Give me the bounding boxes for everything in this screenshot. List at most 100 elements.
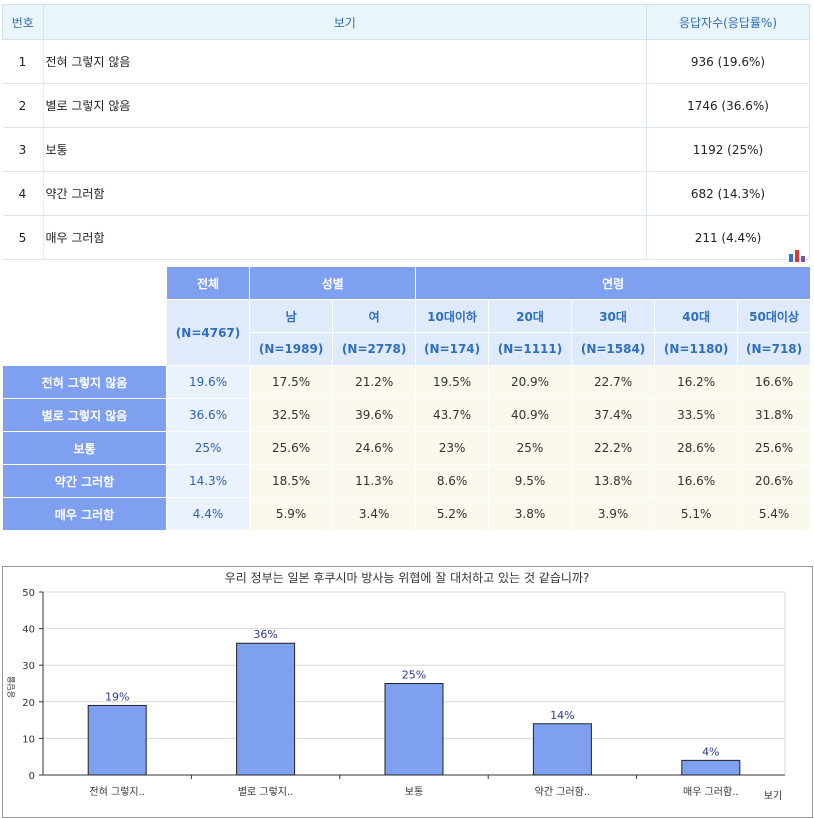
- x-tick-label: 약간 그러함..: [535, 786, 591, 798]
- row-option: 보통: [43, 127, 647, 172]
- bar-chart-icon[interactable]: [788, 248, 806, 262]
- value-cell: 40.9%: [487, 398, 573, 432]
- column-n: (N=174): [415, 332, 489, 366]
- row-responses: 1746 (36.6%): [646, 83, 810, 128]
- bar-value-label: 36%: [253, 628, 277, 641]
- table-row: 3 보통 1192 (25%): [2, 127, 810, 172]
- row-option: 별로 그렇지 않음: [43, 83, 647, 128]
- value-cell: 11.3%: [332, 464, 417, 498]
- bar-value-label: 14%: [550, 709, 574, 722]
- row-header: 별로 그렇지 않음: [2, 398, 167, 432]
- value-cell: 16.6%: [654, 464, 739, 498]
- cross-n-row: (N=1989) (N=2778) (N=174) (N=1111) (N=15…: [3, 332, 811, 366]
- age-header: 연령: [415, 266, 811, 300]
- value-cell: 31.8%: [737, 398, 811, 432]
- row-responses: 211 (4.4%): [646, 215, 810, 260]
- summary-header-row: 번호 보기 응답자수(응답률%): [2, 4, 810, 40]
- header-number: 번호: [2, 4, 44, 40]
- header-option: 보기: [42, 4, 647, 40]
- row-header: 전혀 그렇지 않음: [2, 365, 167, 399]
- value-cell: 33.5%: [654, 398, 739, 432]
- bar-value-label: 4%: [702, 745, 719, 758]
- value-cell: 24.6%: [332, 431, 417, 465]
- table-row: 별로 그렇지 않음 36.6% 32.5% 39.6% 43.7% 40.9% …: [2, 398, 811, 432]
- value-cell: 17.5%: [249, 365, 334, 399]
- value-cell: 5.1%: [654, 497, 739, 531]
- table-row: 보통 25% 25.6% 24.6% 23% 25% 22.2% 28.6% 2…: [2, 431, 811, 465]
- row-header: 매우 그러함: [2, 497, 167, 531]
- value-cell: 37.4%: [571, 398, 656, 432]
- column-label: 40대: [654, 299, 739, 333]
- value-cell: 3.4%: [332, 497, 417, 531]
- column-n: (N=1584): [571, 332, 656, 366]
- y-tick-label: 40: [22, 625, 35, 636]
- y-tick-label: 10: [22, 734, 35, 745]
- table-row: 전혀 그렇지 않음 19.6% 17.5% 21.2% 19.5% 20.9% …: [2, 365, 811, 399]
- table-row: 매우 그러함 4.4% 5.9% 3.4% 5.2% 3.8% 3.9% 5.1…: [2, 497, 811, 531]
- value-cell: 19.5%: [415, 365, 489, 399]
- x-tick-label: 보통: [405, 786, 423, 798]
- column-n: (N=1111): [487, 332, 573, 366]
- row-option: 매우 그러함: [43, 215, 647, 260]
- column-label: 10대이하: [415, 299, 489, 333]
- column-label: 20대: [487, 299, 573, 333]
- row-header: 보통: [2, 431, 167, 465]
- value-cell: 39.6%: [332, 398, 417, 432]
- total-cell: 36.6%: [165, 398, 251, 432]
- value-cell: 25.6%: [737, 431, 811, 465]
- cross-header-row: 전체 성별 연령: [2, 266, 811, 366]
- table-row: 5 매우 그러함 211 (4.4%): [2, 215, 810, 260]
- total-cell: 25%: [165, 431, 251, 465]
- column-n: (N=1180): [654, 332, 739, 366]
- value-cell: 5.2%: [415, 497, 489, 531]
- value-cell: 18.5%: [249, 464, 334, 498]
- row-responses: 1192 (25%): [646, 127, 810, 172]
- row-number: 1: [2, 39, 44, 84]
- total-cell: 14.3%: [165, 464, 251, 498]
- bar-value-label: 19%: [105, 690, 129, 703]
- row-responses: 682 (14.3%): [646, 171, 810, 216]
- bar-chart: 우리 정부는 일본 후쿠시마 방사능 위협에 잘 대처하고 있는 것 같습니까?…: [6, 571, 786, 802]
- table-row: 2 별로 그렇지 않음 1746 (36.6%): [2, 83, 810, 128]
- column-label: 50대이상: [737, 299, 811, 333]
- corner-cell: [2, 266, 167, 366]
- table-row: 약간 그러함 14.3% 18.5% 11.3% 8.6% 9.5% 13.8%…: [2, 464, 811, 498]
- bar-chart-panel: 우리 정부는 일본 후쿠시마 방사능 위협에 잘 대처하고 있는 것 같습니까?…: [2, 566, 813, 818]
- row-number: 3: [2, 127, 44, 172]
- row-number: 5: [2, 215, 44, 260]
- bar: [236, 642, 296, 776]
- row-option: 약간 그러함: [43, 171, 647, 216]
- y-tick-label: 30: [22, 661, 35, 672]
- value-cell: 25.6%: [249, 431, 334, 465]
- row-option: 전혀 그렇지 않음: [43, 39, 647, 84]
- bar: [681, 759, 741, 776]
- value-cell: 25%: [487, 431, 573, 465]
- column-label: 30대: [571, 299, 656, 333]
- column-label: 남: [249, 299, 334, 333]
- value-cell: 28.6%: [654, 431, 739, 465]
- total-cell: 19.6%: [165, 365, 251, 399]
- gender-header: 성별: [249, 266, 417, 300]
- value-cell: 3.8%: [487, 497, 573, 531]
- row-number: 4: [2, 171, 44, 216]
- value-cell: 5.9%: [249, 497, 334, 531]
- value-cell: 20.9%: [487, 365, 573, 399]
- bar: [532, 723, 592, 776]
- value-cell: 3.9%: [571, 497, 656, 531]
- row-number: 2: [2, 83, 44, 128]
- header-responses: 응답자수(응답률%): [646, 4, 810, 40]
- chart-title: 우리 정부는 일본 후쿠시마 방사능 위협에 잘 대처하고 있는 것 같습니까?: [225, 571, 590, 585]
- value-cell: 5.4%: [737, 497, 811, 531]
- summary-table: 번호 보기 응답자수(응답률%) 1 전혀 그렇지 않음 936 (19.6%)…: [2, 4, 810, 260]
- value-cell: 32.5%: [249, 398, 334, 432]
- value-cell: 22.2%: [571, 431, 656, 465]
- total-cell: 4.4%: [165, 497, 251, 531]
- y-tick-label: 50: [22, 588, 35, 599]
- value-cell: 43.7%: [415, 398, 489, 432]
- column-label: 여: [332, 299, 417, 333]
- value-cell: 13.8%: [571, 464, 656, 498]
- value-cell: 20.6%: [737, 464, 811, 498]
- value-cell: 23%: [415, 431, 489, 465]
- value-cell: 22.7%: [571, 365, 656, 399]
- cross-table: 전체 성별 연령 (N=4767) 남 여 10대이하 20대 30대 40대 …: [2, 266, 811, 531]
